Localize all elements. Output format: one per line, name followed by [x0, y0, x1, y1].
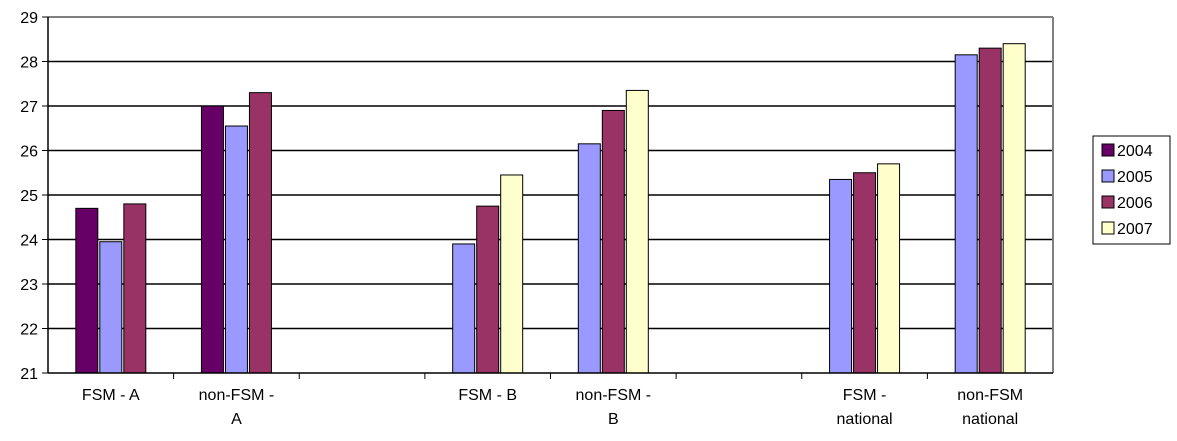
bar-2006-cat6 — [853, 172, 877, 374]
x-tick-label: national — [962, 411, 1018, 428]
bar-2004-cat1 — [200, 105, 224, 374]
y-tick-label: 26 — [20, 144, 38, 161]
y-tick-label: 27 — [20, 99, 38, 116]
x-axis-tick-labels: FSM - A non-FSM - A FSM - B non-FSM - B FSM - n… — [82, 387, 1023, 428]
bar-2005-cat6 — [829, 178, 853, 374]
legend: 2004 2005 2006 2007 — [1092, 135, 1171, 245]
bar-2007-cat3 — [500, 174, 524, 374]
legend-swatch-2007 — [1101, 221, 1115, 235]
bar-2007-cat6 — [877, 163, 901, 374]
y-tick-label: 23 — [20, 277, 38, 294]
bar-2006-cat4 — [601, 109, 625, 374]
x-tick-label: FSM - — [843, 387, 887, 404]
bar-2005-cat4 — [577, 143, 601, 374]
y-axis-tick-labels: 21 22 23 24 25 26 27 28 29 — [20, 10, 38, 383]
x-tick-label: non-FSM — [957, 387, 1023, 404]
y-tick-label: 24 — [20, 233, 38, 250]
bar-2005-cat0 — [99, 241, 123, 374]
x-tick-label: B — [608, 411, 619, 428]
bar-2006-cat1 — [248, 92, 272, 374]
y-tick-label: 22 — [20, 322, 38, 339]
y-tick-label: 28 — [20, 55, 38, 72]
legend-label-2004: 2004 — [1117, 143, 1153, 160]
bar-2006-cat7 — [978, 47, 1002, 374]
x-tick-label: FSM - A — [82, 387, 140, 404]
y-tick-label: 21 — [20, 366, 38, 383]
gridlines — [48, 16, 1053, 330]
bars — [75, 43, 1026, 374]
x-tick-label: non-FSM - — [576, 387, 652, 404]
bar-2006-cat3 — [476, 205, 500, 374]
y-tick-label: 29 — [20, 10, 38, 27]
bar-2007-cat7 — [1002, 43, 1026, 374]
legend-swatch-2005 — [1101, 169, 1115, 183]
y-tick-label: 25 — [20, 188, 38, 205]
legend-label-2007: 2007 — [1117, 221, 1153, 238]
x-tick-label: FSM - B — [458, 387, 517, 404]
legend-label-2005: 2005 — [1117, 169, 1153, 186]
legend-swatch-2004 — [1101, 143, 1115, 157]
legend-label-2006: 2006 — [1117, 195, 1153, 212]
bar-2004-cat0 — [75, 207, 99, 374]
bar-2005-cat3 — [452, 243, 476, 374]
x-tick-label: national — [837, 411, 893, 428]
x-tick-label: A — [231, 411, 242, 428]
x-tick-label: non-FSM - — [199, 387, 275, 404]
bar-2007-cat4 — [625, 89, 649, 374]
bar-2005-cat1 — [224, 125, 248, 374]
axes — [42, 16, 1054, 379]
bar-2005-cat7 — [954, 54, 978, 374]
bar-2006-cat0 — [123, 203, 147, 374]
legend-swatch-2006 — [1101, 195, 1115, 209]
